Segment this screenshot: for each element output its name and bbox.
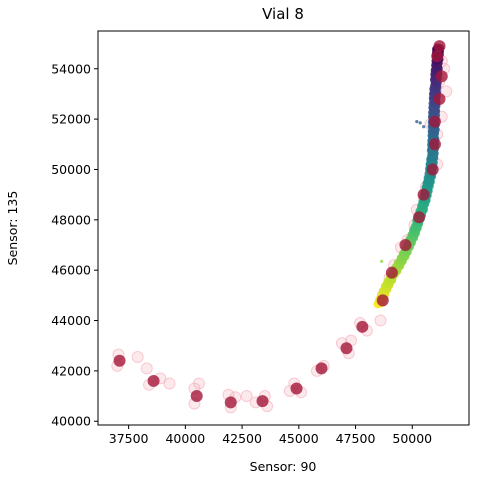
y-tick-label: 54000 <box>51 61 91 76</box>
scatter-point-outlier <box>380 259 384 263</box>
scatter-point-red <box>399 238 412 251</box>
y-tick-label: 40000 <box>51 414 91 429</box>
scatter-point-red <box>356 320 369 333</box>
scatter-point-red <box>290 382 303 395</box>
plot-layer <box>111 40 453 414</box>
scatter-point-red <box>147 374 160 387</box>
scatter-point-red <box>428 115 441 128</box>
scatter-point-red <box>433 92 446 105</box>
y-tick-label: 42000 <box>51 363 91 378</box>
x-tick-label: 50000 <box>392 431 432 446</box>
x-tick-label: 45000 <box>279 431 319 446</box>
scatter-point-outlier <box>418 121 422 125</box>
y-tick-label: 50000 <box>51 162 91 177</box>
scatter-point-red <box>426 163 439 176</box>
x-axis-label: Sensor: 90 <box>250 459 317 474</box>
scatter-point-red <box>340 342 353 355</box>
scatter-point-ring <box>140 362 153 375</box>
scatter-point-red <box>417 188 430 201</box>
scatter-point-red <box>385 266 398 279</box>
scatter-point-red <box>433 40 446 53</box>
axis-ticks: 37500 40000 42500 45000 47500 50000 40000 42000… <box>51 61 432 446</box>
scatter-point-red <box>435 70 448 83</box>
scatter-point-red <box>315 362 328 375</box>
x-tick-label: 47500 <box>336 431 376 446</box>
scatter-point-red <box>190 390 203 403</box>
plot-frame <box>97 30 470 426</box>
chart-title: Vial 8 <box>262 5 304 23</box>
y-tick-label: 48000 <box>51 212 91 227</box>
scatter-point-red <box>413 211 426 224</box>
y-tick-label: 46000 <box>51 263 91 278</box>
scatter-point-red <box>376 294 389 307</box>
x-tick-label: 37500 <box>109 431 149 446</box>
scatter-point-ring <box>240 390 253 403</box>
scatter-point-ring <box>131 351 144 364</box>
scatter-point-outlier <box>422 125 426 129</box>
x-tick-label: 40000 <box>165 431 205 446</box>
scatter-point-red <box>256 395 269 408</box>
scatter-point-red <box>428 138 441 151</box>
scatter-point-ring <box>374 314 387 327</box>
scatter-point-red <box>224 396 237 409</box>
scatter-point-outlier <box>415 120 419 124</box>
y-tick-label: 44000 <box>51 313 91 328</box>
scatter-point-ring <box>163 377 176 390</box>
scatter-point-red <box>431 50 444 63</box>
y-tick-label: 52000 <box>51 112 91 127</box>
scatter-point-ring <box>192 377 205 390</box>
y-axis-label: Sensor: 135 <box>5 191 20 266</box>
scatter-point-outlier <box>428 127 433 131</box>
scatter-point-red <box>113 354 126 367</box>
x-tick-label: 42500 <box>222 431 262 446</box>
